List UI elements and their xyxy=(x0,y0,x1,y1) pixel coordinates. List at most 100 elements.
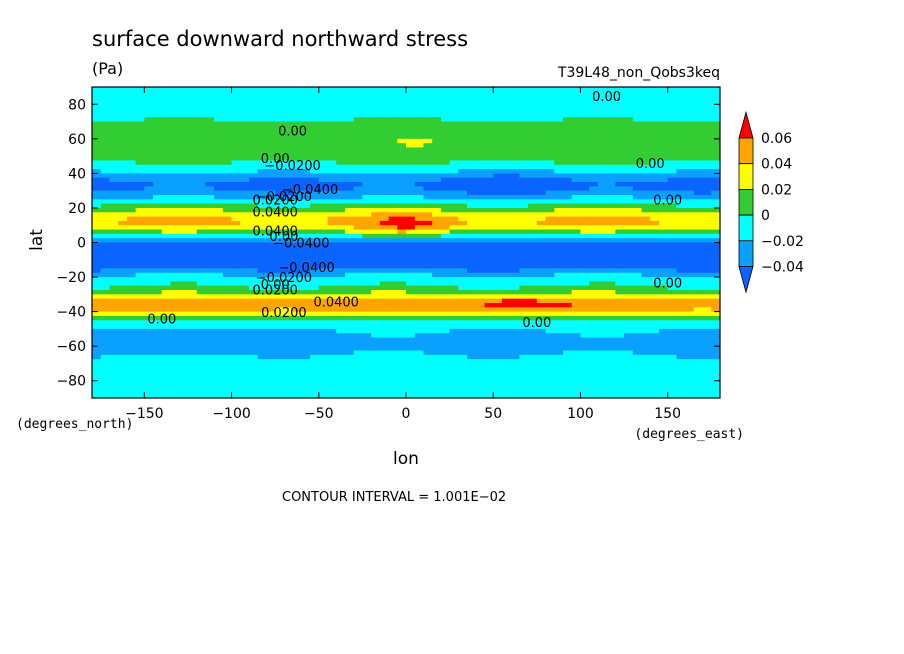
heatmap-cell xyxy=(126,117,137,123)
heatmap-cell xyxy=(153,376,163,382)
heatmap-cell xyxy=(510,143,520,149)
heatmap-cell xyxy=(650,238,660,244)
heatmap-cell xyxy=(554,164,564,170)
heatmap-cell xyxy=(406,324,416,330)
heatmap-cell xyxy=(257,117,268,123)
heatmap-cell xyxy=(449,233,459,239)
heatmap-cell xyxy=(353,190,363,196)
heatmap-cell xyxy=(353,104,363,110)
heatmap-cell xyxy=(545,281,555,287)
heatmap-cell xyxy=(318,233,329,239)
heatmap-cell xyxy=(519,207,529,213)
heatmap-cell xyxy=(118,134,128,140)
heatmap-cell xyxy=(414,363,425,369)
heatmap-cell xyxy=(676,328,686,334)
heatmap-cell xyxy=(344,311,355,317)
heatmap-cell xyxy=(231,350,241,356)
heatmap-cell xyxy=(135,380,145,386)
heatmap-cell xyxy=(449,246,459,252)
heatmap-cell xyxy=(493,225,503,231)
heatmap-cell xyxy=(196,104,206,110)
heatmap-cell xyxy=(676,363,686,369)
heatmap-cell xyxy=(118,346,128,352)
heatmap-cell xyxy=(693,225,704,231)
heatmap-cell xyxy=(257,125,268,131)
heatmap-cell xyxy=(580,294,590,300)
heatmap-cell xyxy=(362,233,372,239)
heatmap-cell xyxy=(624,255,634,261)
heatmap-cell xyxy=(109,121,119,127)
heatmap-cell xyxy=(214,233,224,239)
heatmap-cell xyxy=(249,238,259,244)
heatmap-cell xyxy=(545,380,555,386)
heatmap-cell xyxy=(615,87,625,92)
heatmap-cell xyxy=(624,264,634,270)
heatmap-cell xyxy=(606,285,616,291)
heatmap-cell xyxy=(475,251,486,257)
heatmap-cell xyxy=(92,363,102,369)
heatmap-cell xyxy=(615,151,625,157)
heatmap-cell xyxy=(301,117,311,123)
heatmap-cell xyxy=(423,203,433,209)
heatmap-cell xyxy=(632,190,643,196)
heatmap-cell xyxy=(641,233,651,239)
heatmap-cell xyxy=(493,246,503,252)
heatmap-cell xyxy=(632,225,643,231)
heatmap-cell xyxy=(545,350,555,356)
heatmap-cell xyxy=(406,177,416,183)
heatmap-cell xyxy=(222,281,233,287)
heatmap-cell xyxy=(693,290,704,295)
heatmap-cell xyxy=(589,363,599,369)
heatmap-cell xyxy=(440,307,451,313)
heatmap-cell xyxy=(650,117,660,123)
heatmap-cell xyxy=(432,311,442,317)
heatmap-cell xyxy=(589,104,599,110)
heatmap-cell xyxy=(597,367,608,373)
heatmap-cell xyxy=(336,380,346,386)
heatmap-cell xyxy=(414,346,425,352)
heatmap-cell xyxy=(624,138,634,144)
heatmap-cell xyxy=(685,220,695,226)
heatmap-cell xyxy=(458,87,468,92)
heatmap-cell xyxy=(641,151,651,157)
heatmap-cell xyxy=(423,311,433,317)
heatmap-cell xyxy=(205,203,215,209)
heatmap-cell xyxy=(301,130,311,136)
heatmap-cell xyxy=(336,117,346,123)
heatmap-cell xyxy=(310,151,320,157)
heatmap-cell xyxy=(170,108,180,114)
heatmap-cell xyxy=(440,272,451,278)
heatmap-cell xyxy=(214,372,224,377)
heatmap-cell xyxy=(179,277,189,282)
heatmap-cell xyxy=(353,285,363,291)
heatmap-cell xyxy=(519,242,529,248)
heatmap-cell xyxy=(536,134,547,140)
heatmap-cell xyxy=(336,320,346,326)
heatmap-cell xyxy=(493,160,503,166)
heatmap-cell xyxy=(240,307,250,313)
heatmap-cell xyxy=(100,199,111,205)
heatmap-cell xyxy=(379,333,390,339)
heatmap-cell xyxy=(292,294,302,300)
heatmap-cell xyxy=(179,315,189,321)
heatmap-cell xyxy=(100,333,111,339)
heatmap-cell xyxy=(414,277,425,282)
heatmap-cell xyxy=(597,233,608,239)
heatmap-cell xyxy=(414,108,425,114)
heatmap-cell xyxy=(528,130,538,136)
heatmap-cell xyxy=(92,311,102,317)
heatmap-cell xyxy=(135,143,145,149)
heatmap-cell xyxy=(196,346,206,352)
heatmap-cell xyxy=(641,91,651,97)
heatmap-cell xyxy=(371,207,381,213)
heatmap-cell xyxy=(493,87,503,92)
heatmap-cell xyxy=(510,229,520,235)
heatmap-cell xyxy=(685,328,695,334)
heatmap-cell xyxy=(196,138,206,144)
heatmap-cell xyxy=(467,147,477,153)
heatmap-cell xyxy=(187,315,198,321)
heatmap-cell xyxy=(467,108,477,114)
heatmap-cell xyxy=(650,367,660,373)
heatmap-cell xyxy=(214,164,224,170)
heatmap-cell xyxy=(214,359,224,365)
